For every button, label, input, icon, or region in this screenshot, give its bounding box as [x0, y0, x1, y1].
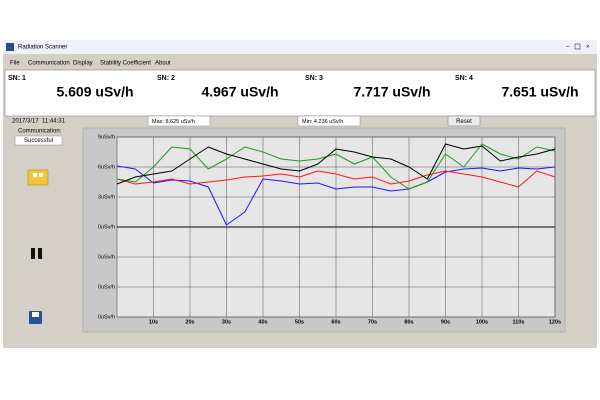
minimize-button[interactable]: – — [566, 45, 570, 51]
menu-item[interactable]: About — [155, 61, 171, 67]
x-tick-label: 60s — [331, 319, 340, 325]
reset-label[interactable]: Reset — [456, 119, 472, 125]
window-title: Radiation Scanner — [18, 45, 67, 51]
menu-item[interactable]: Communication — [28, 61, 70, 67]
reset-button[interactable] — [447, 115, 481, 127]
sensor-label: SN: 1 — [8, 75, 26, 82]
readout-panel — [4, 69, 596, 117]
time: 11:44:31 — [42, 119, 66, 125]
x-tick-label: 10s — [149, 319, 158, 325]
x-tick-label: 100s — [476, 319, 488, 325]
sensor-value: 5.609 uSv/h — [56, 84, 133, 100]
y-tick-label: 0uSv/h — [98, 224, 115, 230]
y-tick-label: 3uSv/h — [98, 194, 115, 200]
sensor-value: 7.717 uSv/h — [353, 84, 430, 100]
maximize-button[interactable] — [574, 43, 581, 50]
x-tick-label: 80s — [404, 319, 413, 325]
y-tick-label: 0uSv/h — [98, 314, 115, 320]
x-tick-label: 30s — [222, 319, 231, 325]
y-tick-label: 6uSv/h — [98, 164, 115, 170]
x-tick-label: 50s — [295, 319, 304, 325]
series-line — [116, 143, 556, 185]
sensor-label: SN: 2 — [157, 75, 175, 82]
y-tick-label: 0uSv/h — [98, 284, 115, 290]
max-box — [147, 115, 211, 127]
folder-mark — [39, 173, 43, 177]
sensor-value: 7.651 uSv/h — [501, 84, 578, 100]
y-tick-label: 0uSv/h — [98, 254, 115, 260]
communication-label: Communication: — [18, 129, 62, 135]
series-line — [116, 143, 556, 190]
max-value: Max: 8.625 uSv/h — [152, 119, 195, 125]
x-tick-label: 70s — [368, 319, 377, 325]
x-tick-label: 90s — [441, 319, 450, 325]
x-tick-label: 110s — [513, 319, 525, 325]
x-tick-label: 20s — [185, 319, 194, 325]
close-button[interactable]: × — [586, 45, 590, 51]
status-box — [14, 135, 63, 146]
open-icon[interactable] — [27, 169, 49, 186]
folder-mark — [33, 173, 37, 177]
pause-bar[interactable] — [38, 248, 42, 259]
title-bar — [3, 40, 597, 54]
x-tick-label: 40s — [258, 319, 267, 325]
communication-status: Successful — [24, 138, 53, 144]
x-tick-label: 120s — [549, 319, 561, 325]
pause-icon[interactable] — [31, 248, 42, 259]
sensor-label: SN: 4 — [455, 75, 473, 82]
series-line — [116, 170, 556, 188]
menu-item[interactable]: Display — [73, 61, 93, 67]
sensor-label: SN: 3 — [305, 75, 323, 82]
menu-item[interactable]: File — [10, 61, 20, 67]
min-value: Min: 4.236 uSv/h — [302, 119, 343, 125]
menu-item[interactable]: Stability Coefficient — [100, 61, 151, 67]
app-icon — [6, 43, 14, 51]
y-tick-label: 9uSv/h — [98, 134, 115, 140]
min-box — [297, 115, 361, 127]
sensor-value: 4.967 uSv/h — [201, 84, 278, 100]
date: 2017/3/17 — [12, 119, 39, 125]
disk-label — [32, 312, 39, 317]
folder-icon[interactable] — [27, 169, 49, 186]
save-icon[interactable] — [29, 311, 42, 324]
pause-bar[interactable] — [31, 248, 35, 259]
series-line — [116, 165, 556, 226]
